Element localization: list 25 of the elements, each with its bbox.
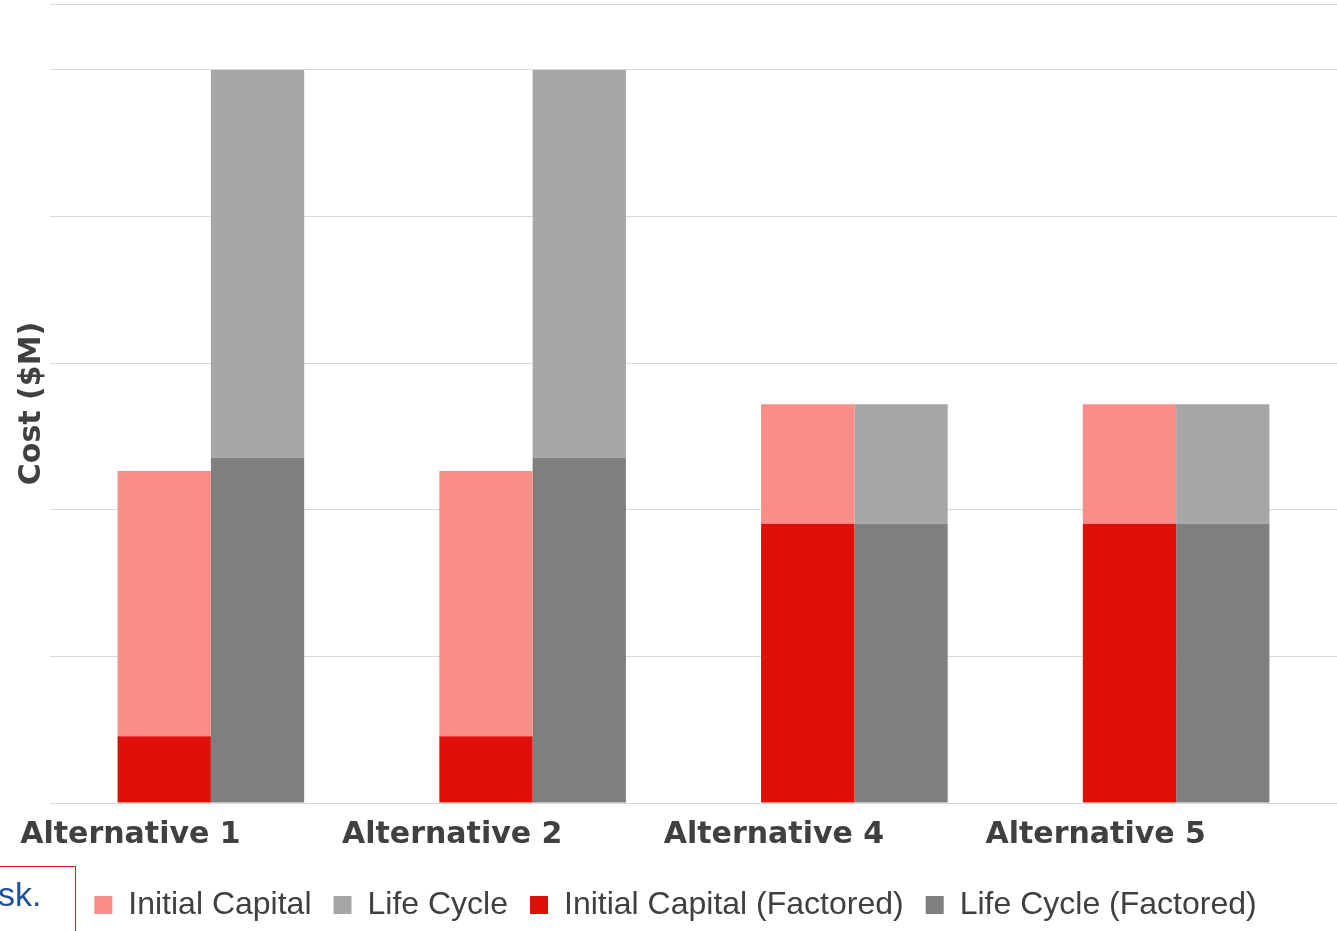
legend-label: Life Cycle (Factored) xyxy=(959,884,1257,921)
legend-label: Life Cycle xyxy=(367,884,509,921)
bar xyxy=(1176,404,1270,524)
bar xyxy=(532,69,626,458)
legend-label: Initial Capital xyxy=(128,884,312,921)
legend-label: Initial Capital (Factored) xyxy=(564,884,904,921)
bar xyxy=(761,404,855,524)
bar xyxy=(854,523,948,803)
x-tick-label: Alternative 5 xyxy=(985,814,1206,850)
bar xyxy=(210,69,305,458)
bar xyxy=(439,470,533,737)
bar xyxy=(1082,404,1177,524)
bar xyxy=(1082,523,1177,803)
y-axis-title: Cost ($M) xyxy=(11,321,47,486)
x-tick-label: Alternative 1 xyxy=(20,814,241,850)
bar xyxy=(210,457,305,803)
bar xyxy=(854,404,948,524)
bar xyxy=(1176,523,1270,803)
x-tick-label: Alternative 2 xyxy=(341,814,563,850)
bar xyxy=(761,523,855,803)
bar xyxy=(439,736,533,803)
x-tick-label: Alternative 4 xyxy=(663,814,885,850)
bar xyxy=(117,736,211,803)
bar xyxy=(532,457,626,803)
bar xyxy=(117,470,211,737)
